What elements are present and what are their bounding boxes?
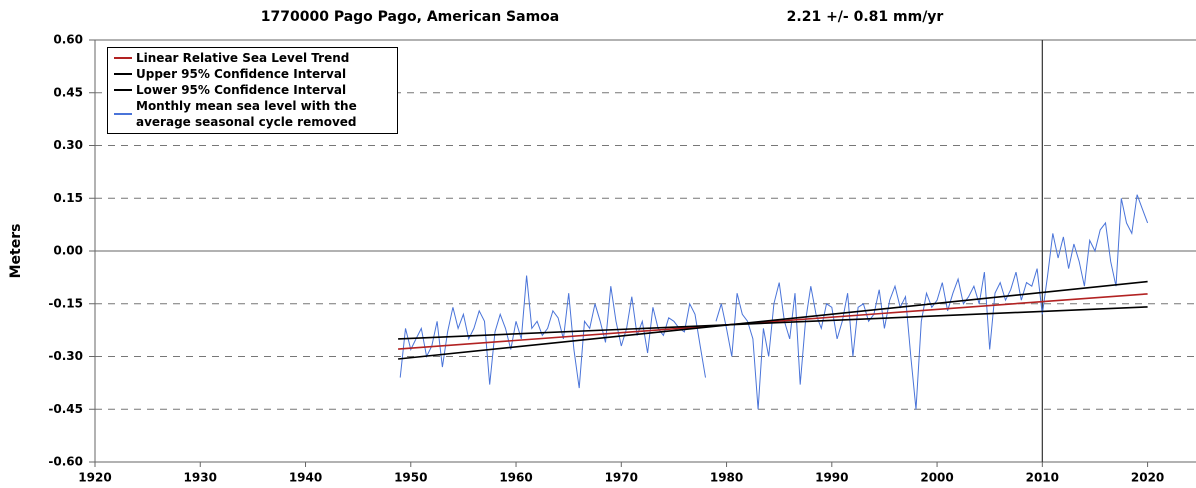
- legend-label: Linear Relative Sea Level Trend: [136, 51, 350, 65]
- series-line: [399, 194, 1149, 410]
- legend-entry: Upper 95% Confidence Interval: [108, 66, 397, 82]
- legend: Linear Relative Sea Level Trend Upper 95%…: [107, 47, 398, 134]
- x-tick-label: 1990: [815, 471, 848, 485]
- x-tick-label: 1970: [605, 471, 638, 485]
- y-tick-label: 0.30: [53, 138, 83, 152]
- legend-swatch: [114, 89, 132, 91]
- y-tick-label: -0.60: [48, 455, 83, 469]
- chart-title: 1770000 Pago Pago, American Samoa: [261, 9, 559, 25]
- x-tick-label: 1980: [710, 471, 743, 485]
- legend-swatch: [114, 113, 132, 115]
- x-tick-label: 2000: [920, 471, 953, 485]
- x-tick-label: 1950: [394, 471, 427, 485]
- y-tick-label: 0.45: [53, 85, 83, 99]
- y-tick-label: -0.45: [48, 402, 83, 416]
- x-tick-label: 1930: [184, 471, 217, 485]
- legend-label: Lower 95% Confidence Interval: [136, 83, 347, 97]
- legend-label: Upper 95% Confidence Interval: [136, 67, 347, 81]
- y-tick-label: -0.15: [48, 296, 83, 310]
- legend-label: Monthly mean sea level with the average …: [136, 99, 357, 129]
- y-axis-label: Meters: [8, 224, 24, 279]
- chart-subtitle: 2.21 +/- 0.81 mm/yr: [787, 9, 944, 25]
- legend-entry: Lower 95% Confidence Interval: [108, 82, 397, 98]
- x-tick-label: 1920: [78, 471, 111, 485]
- y-tick-label: -0.30: [48, 349, 83, 363]
- legend-entry: Monthly mean sea level with the average …: [108, 98, 397, 130]
- y-tick-label: 0.00: [53, 244, 83, 258]
- legend-swatch: [114, 57, 132, 59]
- y-tick-label: 0.15: [53, 191, 83, 205]
- legend-swatch: [114, 73, 132, 75]
- x-tick-label: 1960: [499, 471, 532, 485]
- legend-entry: Linear Relative Sea Level Trend: [108, 50, 397, 66]
- x-tick-label: 1940: [289, 471, 322, 485]
- series-line: [398, 280, 1148, 360]
- series-line: [398, 306, 1148, 340]
- x-tick-label: 2020: [1131, 471, 1164, 485]
- x-tick-label: 2010: [1026, 471, 1059, 485]
- y-tick-label: 0.60: [53, 33, 83, 47]
- series-line: [398, 293, 1148, 350]
